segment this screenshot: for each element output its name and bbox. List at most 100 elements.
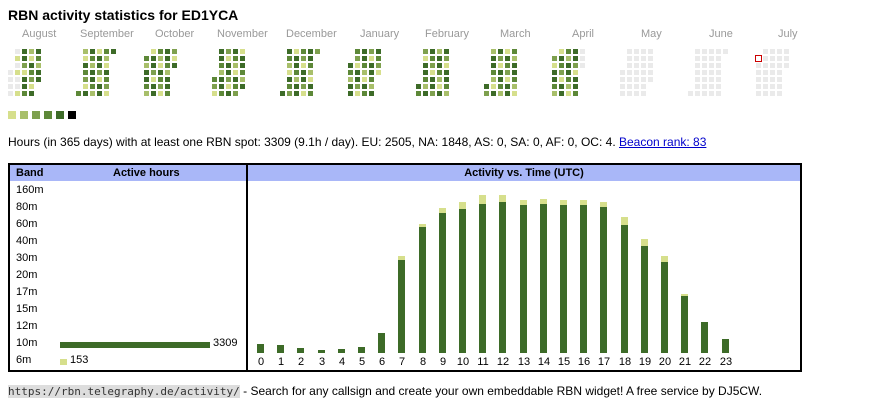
calendar-day[interactable] — [580, 56, 585, 61]
calendar-day[interactable] — [763, 84, 768, 89]
calendar-day[interactable] — [97, 91, 102, 96]
calendar-day[interactable] — [369, 77, 374, 82]
calendar-day[interactable] — [627, 63, 632, 68]
calendar-day[interactable] — [512, 77, 517, 82]
calendar-day[interactable] — [8, 70, 13, 75]
calendar-day[interactable] — [294, 56, 299, 61]
footer-url[interactable]: https://rbn.telegraphy.de/activity/ — [8, 385, 240, 398]
calendar-day[interactable] — [559, 70, 564, 75]
calendar-day[interactable] — [111, 49, 116, 54]
calendar-day[interactable] — [437, 77, 442, 82]
calendar-day[interactable] — [233, 63, 238, 68]
calendar-day[interactable] — [240, 49, 245, 54]
calendar-day[interactable] — [22, 70, 27, 75]
calendar-day[interactable] — [763, 70, 768, 75]
calendar-day[interactable] — [620, 77, 625, 82]
calendar-day[interactable] — [15, 70, 20, 75]
calendar-day[interactable] — [770, 84, 775, 89]
calendar-day[interactable] — [552, 56, 557, 61]
calendar-day[interactable] — [763, 77, 768, 82]
calendar-day[interactable] — [301, 91, 306, 96]
calendar-day[interactable] — [444, 49, 449, 54]
calendar-day[interactable] — [104, 77, 109, 82]
calendar-day[interactable] — [348, 84, 353, 89]
calendar-day[interactable] — [355, 77, 360, 82]
calendar-day[interactable] — [355, 84, 360, 89]
calendar-day[interactable] — [484, 84, 489, 89]
calendar-day[interactable] — [491, 84, 496, 89]
calendar-day[interactable] — [634, 77, 639, 82]
calendar-day[interactable] — [15, 84, 20, 89]
calendar-day[interactable] — [566, 63, 571, 68]
calendar-day[interactable] — [362, 84, 367, 89]
calendar-day[interactable] — [641, 77, 646, 82]
calendar-day[interactable] — [777, 63, 782, 68]
calendar-day[interactable] — [716, 70, 721, 75]
calendar-day[interactable] — [144, 84, 149, 89]
calendar-day[interactable] — [233, 49, 238, 54]
calendar-day[interactable] — [36, 77, 41, 82]
calendar-day[interactable] — [770, 91, 775, 96]
calendar-day[interactable] — [158, 70, 163, 75]
calendar-day[interactable] — [634, 91, 639, 96]
calendar-day[interactable] — [512, 56, 517, 61]
calendar-day[interactable] — [280, 91, 285, 96]
calendar-day[interactable] — [559, 49, 564, 54]
calendar-day[interactable] — [22, 63, 27, 68]
calendar-day[interactable] — [301, 49, 306, 54]
calendar-day[interactable] — [430, 91, 435, 96]
calendar-day[interactable] — [83, 49, 88, 54]
calendar-day[interactable] — [144, 70, 149, 75]
calendar-day[interactable] — [709, 63, 714, 68]
calendar-day[interactable] — [770, 49, 775, 54]
calendar-day[interactable] — [376, 49, 381, 54]
calendar-day[interactable] — [573, 84, 578, 89]
calendar-day[interactable] — [355, 56, 360, 61]
calendar-day[interactable] — [165, 56, 170, 61]
calendar-day[interactable] — [172, 56, 177, 61]
calendar-day[interactable] — [702, 84, 707, 89]
calendar-day[interactable] — [158, 63, 163, 68]
calendar-day[interactable] — [423, 77, 428, 82]
calendar-day[interactable] — [294, 49, 299, 54]
calendar-day[interactable] — [648, 77, 653, 82]
calendar-day[interactable] — [695, 56, 700, 61]
calendar-day[interactable] — [294, 84, 299, 89]
calendar-day[interactable] — [505, 63, 510, 68]
calendar-day[interactable] — [566, 91, 571, 96]
calendar-day[interactable] — [83, 70, 88, 75]
calendar-day[interactable] — [219, 63, 224, 68]
calendar-day[interactable] — [29, 84, 34, 89]
calendar-day[interactable] — [308, 49, 313, 54]
calendar-day[interactable] — [15, 77, 20, 82]
calendar-day[interactable] — [770, 70, 775, 75]
calendar-day[interactable] — [695, 49, 700, 54]
calendar-day[interactable] — [36, 70, 41, 75]
calendar-day[interactable] — [552, 70, 557, 75]
calendar-day[interactable] — [15, 91, 20, 96]
calendar-day[interactable] — [97, 70, 102, 75]
calendar-day[interactable] — [634, 49, 639, 54]
calendar-day[interactable] — [219, 56, 224, 61]
calendar-day[interactable] — [566, 84, 571, 89]
calendar-day[interactable] — [376, 70, 381, 75]
calendar-day[interactable] — [702, 70, 707, 75]
calendar-day[interactable] — [308, 84, 313, 89]
calendar-day[interactable] — [226, 77, 231, 82]
calendar-day[interactable] — [240, 77, 245, 82]
calendar-day[interactable] — [97, 56, 102, 61]
calendar-day[interactable] — [362, 70, 367, 75]
calendar-day[interactable] — [430, 56, 435, 61]
calendar-day[interactable] — [376, 56, 381, 61]
calendar-day[interactable] — [491, 70, 496, 75]
calendar-day[interactable] — [709, 70, 714, 75]
calendar-day[interactable] — [301, 77, 306, 82]
calendar-day[interactable] — [15, 49, 20, 54]
calendar-day[interactable] — [634, 56, 639, 61]
calendar-day[interactable] — [212, 91, 217, 96]
calendar-day[interactable] — [348, 91, 353, 96]
calendar-day[interactable] — [552, 77, 557, 82]
calendar-day[interactable] — [219, 49, 224, 54]
calendar-day[interactable] — [444, 77, 449, 82]
calendar-day[interactable] — [491, 49, 496, 54]
